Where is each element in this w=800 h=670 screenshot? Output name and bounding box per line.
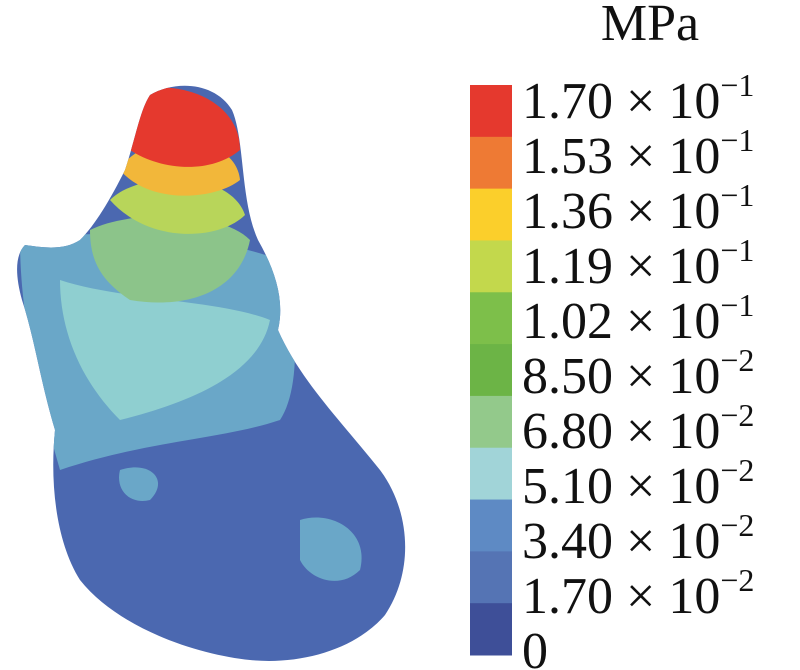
legend-label: 1.36 × 10−1	[522, 177, 754, 240]
label-exponent: −1	[720, 122, 754, 158]
label-text: 1.19 × 10	[522, 238, 720, 295]
legend-band	[470, 85, 512, 138]
label-text: 0	[522, 623, 548, 670]
label-text: 8.50 × 10	[522, 348, 720, 405]
label-exponent: −1	[720, 67, 754, 103]
legend-label: 5.10 × 10−2	[522, 452, 754, 515]
label-text: 1.02 × 10	[522, 293, 720, 350]
legend-label: 1.02 × 10−1	[522, 287, 754, 350]
unit-title: MPa	[601, 0, 699, 52]
legend-band	[470, 136, 512, 190]
label-text: 5.10 × 10	[522, 458, 720, 515]
legend-band	[470, 344, 512, 397]
legend-band	[470, 603, 512, 656]
legend-label: 1.70 × 10−2	[522, 562, 754, 625]
label-text: 6.80 × 10	[522, 403, 720, 460]
label-exponent: −1	[720, 287, 754, 323]
label-exponent: −1	[720, 177, 754, 213]
legend-label: 8.50 × 10−2	[522, 342, 754, 405]
label-exponent: −2	[720, 397, 754, 433]
legend-label: 3.40 × 10−2	[522, 507, 754, 570]
label-exponent: −2	[720, 507, 754, 543]
legend-label: 1.19 × 10−1	[522, 232, 754, 295]
label-text: 1.70 × 10	[522, 73, 720, 130]
label-exponent: −1	[720, 232, 754, 268]
label-exponent: −2	[720, 562, 754, 598]
label-text: 3.40 × 10	[522, 513, 720, 570]
label-exponent: −2	[720, 452, 754, 488]
legend-band	[470, 292, 512, 345]
label-text: 1.36 × 10	[522, 183, 720, 240]
legend-label: 6.80 × 10−2	[522, 397, 754, 460]
legend-label: 0	[522, 623, 548, 670]
legend-band	[470, 499, 512, 552]
label-text: 1.70 × 10	[522, 568, 720, 625]
legend-band	[470, 447, 512, 501]
legend-band	[470, 240, 512, 293]
legend-band	[470, 188, 512, 241]
label-exponent: −2	[720, 342, 754, 378]
legend-band	[470, 395, 512, 449]
stress-model	[17, 85, 406, 661]
color-legend: 1.70 × 10−11.53 × 10−11.36 × 10−11.19 × …	[470, 67, 754, 670]
legend-band	[470, 551, 512, 604]
legend-label: 1.53 × 10−1	[522, 122, 754, 185]
label-text: 1.53 × 10	[522, 128, 720, 185]
legend-label: 1.70 × 10−1	[522, 67, 754, 130]
